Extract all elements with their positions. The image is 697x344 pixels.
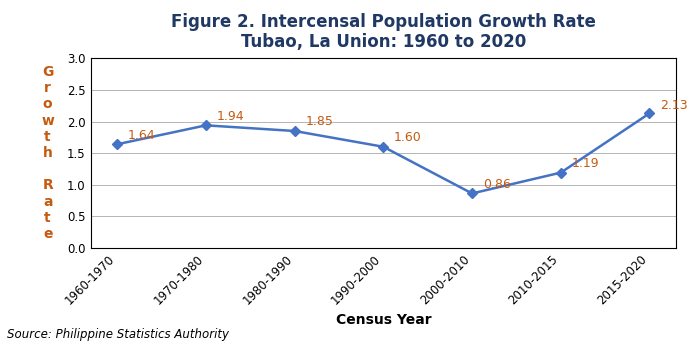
Text: 1.85: 1.85	[305, 116, 333, 128]
Y-axis label: G
r
o
w
t
h

R
a
t
e: G r o w t h R a t e	[41, 65, 54, 241]
Text: 1.94: 1.94	[217, 110, 244, 123]
Text: 1.60: 1.60	[394, 131, 422, 144]
Text: 1.19: 1.19	[572, 157, 599, 170]
Text: 2.13: 2.13	[660, 99, 688, 112]
Text: 1.64: 1.64	[128, 129, 155, 142]
Text: Source: Philippine Statistics Authority: Source: Philippine Statistics Authority	[7, 327, 229, 341]
Text: 0.86: 0.86	[483, 178, 511, 191]
Title: Figure 2. Intercensal Population Growth Rate
Tubao, La Union: 1960 to 2020: Figure 2. Intercensal Population Growth …	[171, 13, 596, 51]
X-axis label: Census Year: Census Year	[335, 313, 431, 327]
